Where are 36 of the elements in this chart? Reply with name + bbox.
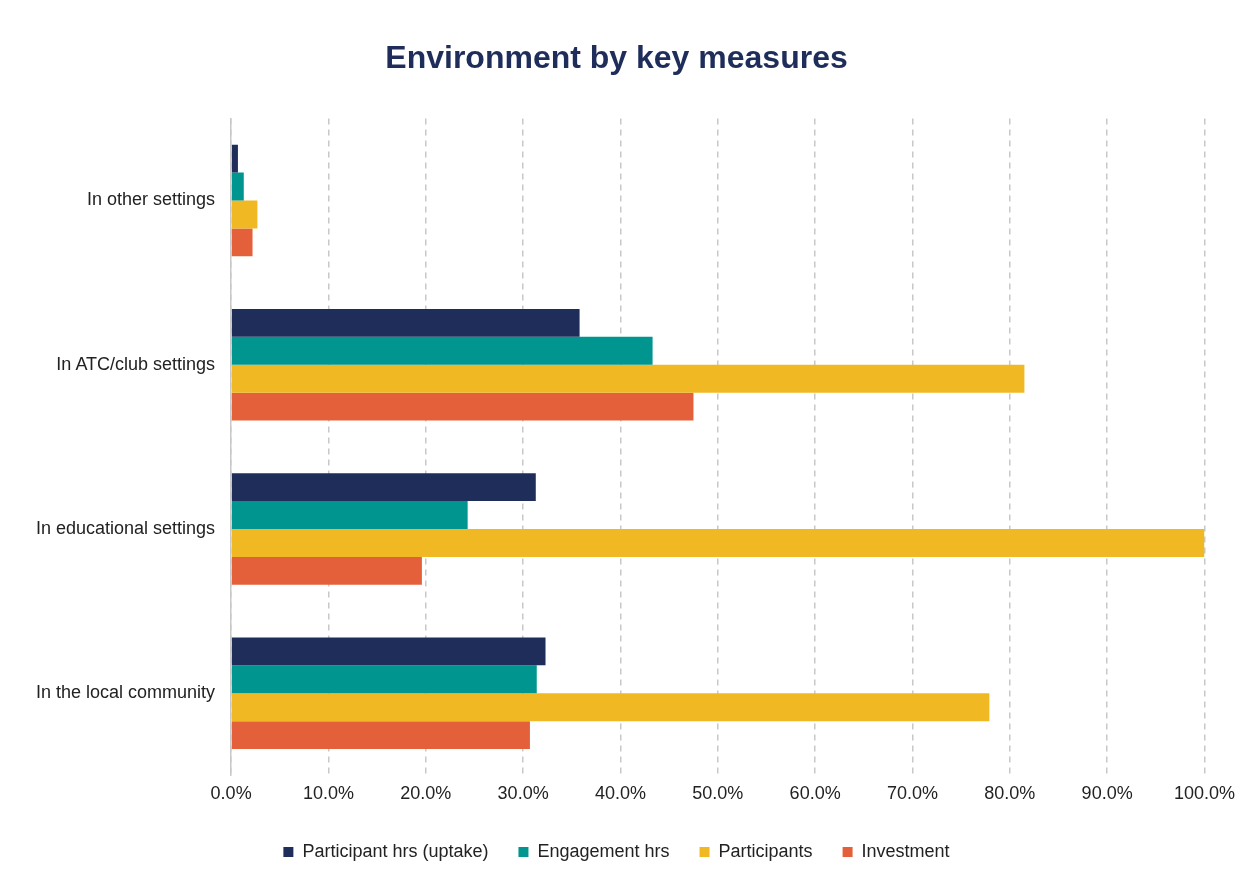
bar xyxy=(231,308,580,337)
legend-label: Investment xyxy=(861,840,950,861)
chart-title: Environment by key measures xyxy=(385,39,848,76)
bar xyxy=(231,144,238,173)
bar xyxy=(231,693,990,722)
bar xyxy=(231,228,253,257)
bar xyxy=(231,364,1025,393)
legend-label: Participant hrs (uptake) xyxy=(302,840,489,861)
bar xyxy=(231,473,536,502)
bar xyxy=(231,336,653,365)
bar xyxy=(231,529,1205,557)
bar xyxy=(231,501,468,530)
y-tick-label: In educational settings xyxy=(36,517,216,538)
bar xyxy=(231,721,530,750)
bar xyxy=(231,200,258,229)
x-tick-label: 20.0% xyxy=(400,783,452,804)
y-tick-label: In ATC/club settings xyxy=(56,353,216,374)
x-tick-label: 70.0% xyxy=(886,783,938,804)
x-tick-label: 30.0% xyxy=(497,783,549,804)
x-tick-label: 0.0% xyxy=(210,783,252,804)
x-tick-label: 10.0% xyxy=(302,783,354,804)
bar xyxy=(231,172,244,201)
legend-label: Participants xyxy=(718,840,813,861)
x-tick-label: 80.0% xyxy=(984,783,1036,804)
y-tick-label: In other settings xyxy=(87,189,216,210)
bar xyxy=(231,637,546,666)
legend-label: Engagement hrs xyxy=(537,840,670,861)
x-tick-label: 90.0% xyxy=(1081,783,1133,804)
x-tick-label: 60.0% xyxy=(789,783,841,804)
bar xyxy=(231,665,537,694)
x-tick-label: 50.0% xyxy=(692,783,744,804)
x-tick-label: 100.0% xyxy=(1173,783,1236,804)
y-tick-label: In the local community xyxy=(36,682,216,703)
x-tick-label: 40.0% xyxy=(594,783,646,804)
bar xyxy=(231,392,694,421)
bar xyxy=(231,556,422,585)
